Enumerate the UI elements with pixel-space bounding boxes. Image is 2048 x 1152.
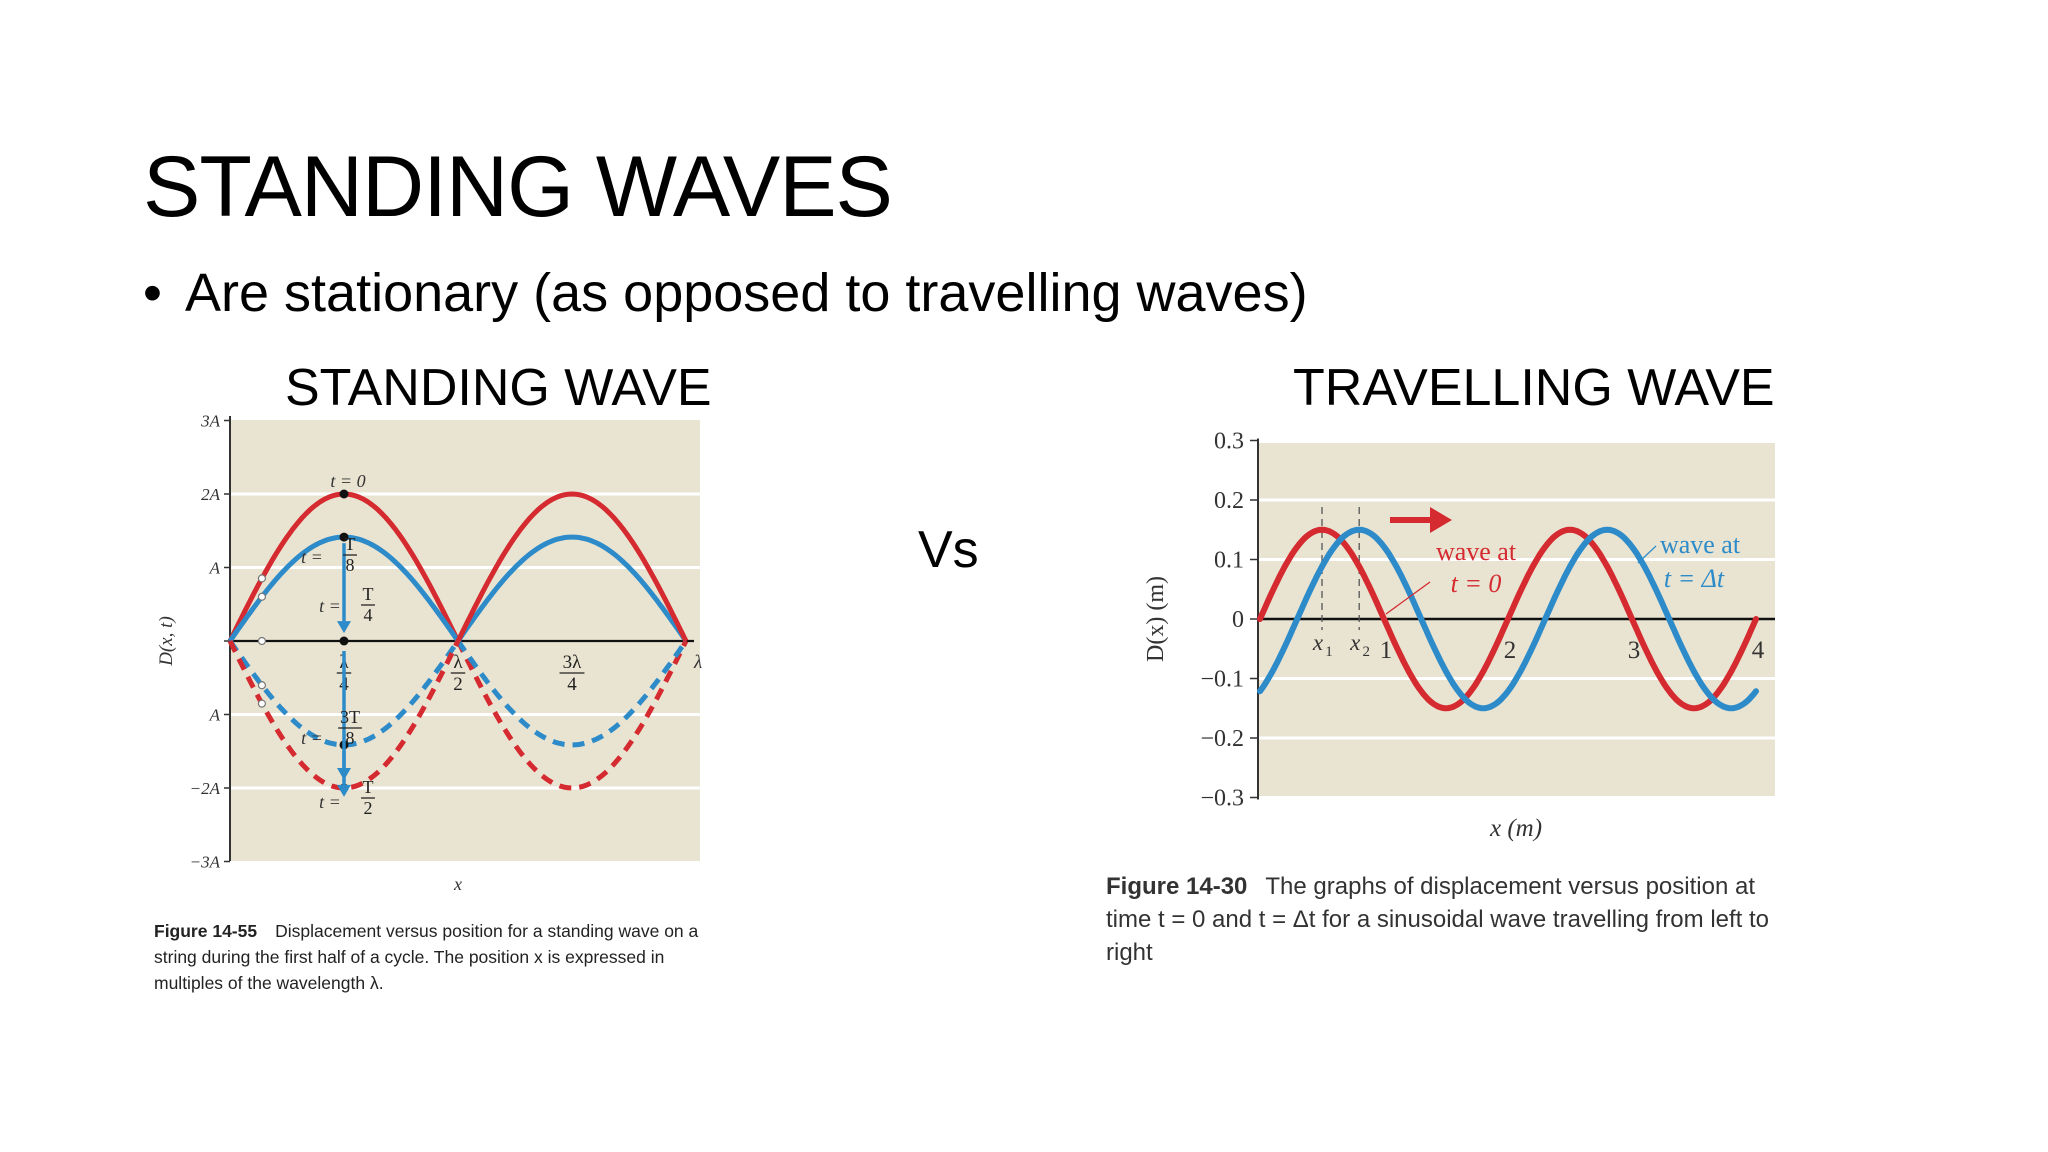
y-tick-label: −0.2 (1200, 726, 1244, 752)
annotation-frac-den: 4 (364, 605, 373, 625)
travelling-wave-caption: Figure 14-30 The graphs of displacement v… (1106, 870, 1786, 969)
annotation-frac-den: 8 (346, 555, 355, 575)
marker-subscript: 1 (1325, 644, 1333, 660)
annotation-t-prefix: t = (301, 728, 323, 748)
annotation-t-prefix: t = (301, 547, 323, 567)
y-tick-label: 2A (201, 485, 221, 504)
marker-open-dot (257, 592, 267, 601)
marker-dot (339, 489, 349, 499)
x-tick-label-num: 3λ (563, 652, 583, 673)
curve-4-b (455, 491, 689, 643)
bullet-marker: • (143, 263, 162, 323)
y-tick-label: 0.3 (1214, 429, 1244, 455)
x-axis-label: x (453, 874, 462, 894)
marker-subscript: 2 (1362, 644, 1370, 660)
series-leader (1637, 545, 1657, 564)
wave-1 (1257, 526, 1759, 712)
y-axis-label: D(x, t) (156, 616, 177, 667)
y-tick-label: −2A (190, 779, 221, 798)
annotation-frac-den: 2 (364, 798, 373, 818)
series-leader (1385, 581, 1431, 615)
annotation-t-prefix: t = (319, 792, 341, 812)
y-tick-label: 0.2 (1214, 488, 1244, 514)
marker-open-dot (257, 681, 267, 690)
marker-open-dot (257, 574, 267, 583)
travelling-wave-heading: TRAVELLING WAVE (1293, 359, 1775, 417)
marker-open-dot (257, 636, 267, 646)
y-tick-label: A (209, 706, 221, 725)
marker-dot (339, 636, 349, 646)
marker-open-dot (257, 699, 267, 708)
annotation-frac-num: T (363, 584, 374, 604)
x-tick-label: 4 (1752, 637, 1765, 664)
arrow-head (337, 768, 351, 780)
travelling-wave-chart: 0.30.20.10−0.1−0.2−0.3D(x) (m)x (m)1 2 3 4x… (1143, 429, 1775, 842)
y-tick-label: −0.1 (1200, 667, 1244, 693)
curve-3-a (227, 639, 461, 748)
bullet-text: Are stationary (as opposed to travelling… (185, 263, 1308, 323)
y-tick-label: −0.3 (1200, 786, 1244, 812)
y-tick-label: 0.1 (1214, 548, 1244, 574)
standing-wave-caption: Figure 14-55 Displacement versus position… (154, 918, 714, 996)
annotation-frac-num: T (345, 534, 356, 554)
caption-text: The graphs of displacement versus positi… (1106, 873, 1770, 966)
y-tick-label: 3A (200, 412, 221, 431)
curve-3-b (455, 534, 689, 643)
arrow-head (337, 621, 351, 634)
x-tick-label: 1 (1380, 637, 1393, 664)
y-axis-label: D(x) (m) (1143, 576, 1169, 662)
series-label-line2: t = 0 (1451, 569, 1502, 598)
wave-0 (1257, 526, 1759, 712)
caption-text: Displacement versus position for a stand… (154, 921, 699, 993)
curve-4-a (227, 639, 461, 791)
slide-title: STANDING WAVES (143, 139, 893, 235)
x-tick-label-num: λ (453, 652, 463, 673)
x-tick-label-den: 2 (453, 674, 463, 695)
annotation-frac-num: 3T (340, 707, 360, 727)
x-tick-label: λ (693, 652, 702, 673)
x-tick-label: 2 (1504, 637, 1517, 664)
arrow-head (337, 784, 351, 797)
curve-1-b (455, 639, 689, 748)
direction-arrow (1390, 507, 1452, 533)
annotation-frac-num: T (363, 777, 374, 797)
annotation-t-prefix: t = (319, 596, 341, 616)
x-tick-label-den: 4 (567, 674, 577, 695)
standing-wave-heading: STANDING WAVE (285, 359, 712, 417)
caption-label: Figure 14-55 (154, 921, 258, 941)
marker-label: x (1349, 630, 1361, 655)
vs-label: Vs (918, 521, 979, 579)
series-label-line2: t = Δt (1664, 564, 1725, 593)
y-tick-label: A (209, 559, 221, 578)
annotation-frac-den: 8 (346, 728, 355, 748)
x-tick-label: 3 (1628, 637, 1641, 664)
series-label-line1: wave at (1660, 530, 1741, 559)
caption-label: Figure 14-30 (1106, 873, 1248, 900)
marker-label: x (1312, 630, 1324, 655)
y-tick-label: −3A (190, 853, 221, 872)
curve-0-b (455, 639, 689, 791)
y-tick-label: 0 (1232, 607, 1244, 633)
x-axis-label: x (m) (1489, 815, 1542, 842)
annotation-t0: t = 0 (330, 471, 365, 491)
marker-dot (339, 532, 349, 542)
bullet-point: • Are stationary (as opposed to travellin… (143, 262, 1308, 324)
series-label-line1: wave at (1436, 537, 1517, 566)
